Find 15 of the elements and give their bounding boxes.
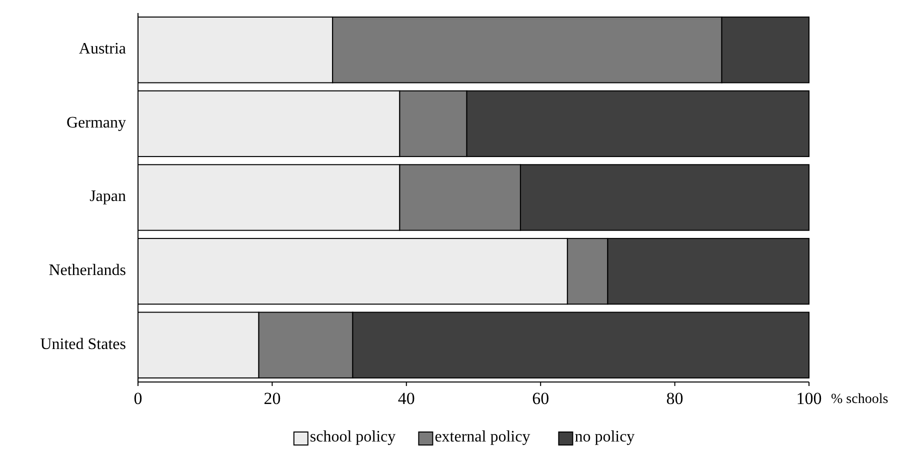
x-tick-label: 20 — [264, 389, 281, 408]
x-tick-label: 60 — [532, 389, 550, 408]
legend-label: external policy — [434, 428, 530, 446]
x-axis-title: % schools — [831, 392, 888, 407]
y-tick-label: Austria — [78, 40, 126, 58]
x-tick-label: 100 — [796, 389, 822, 408]
x-tick-label: 0 — [134, 389, 142, 408]
legend-label: school policy — [310, 428, 396, 446]
x-tick-label: 80 — [666, 389, 684, 408]
y-tick-label: Japan — [90, 188, 126, 206]
legend-label: no policy — [574, 428, 635, 446]
y-tick-label: Germany — [66, 114, 126, 132]
y-tick-label: United States — [40, 336, 126, 353]
y-tick-label: Netherlands — [48, 262, 126, 279]
x-tick-label: 40 — [398, 389, 415, 408]
